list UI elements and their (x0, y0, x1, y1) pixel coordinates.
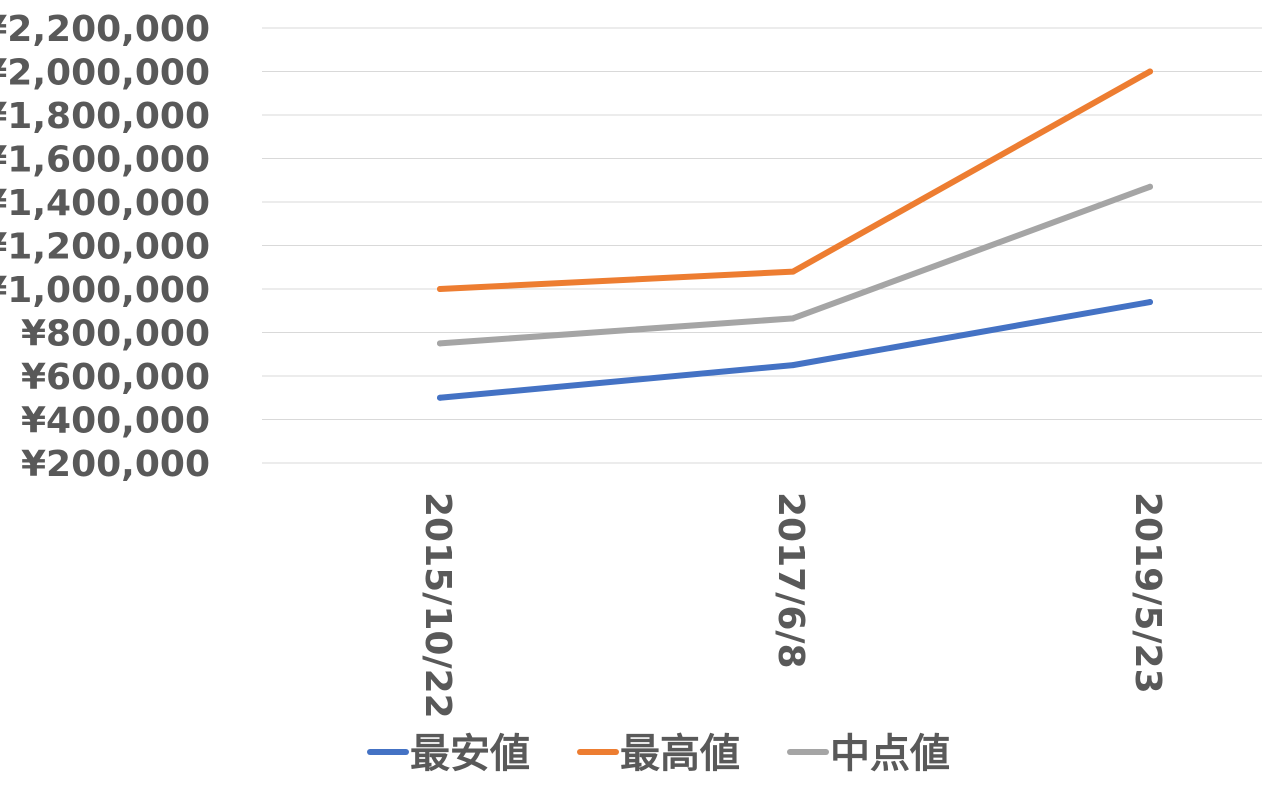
x-axis-ticks: 2015/10/22 2017/6/8 2019/5/23 (417, 492, 1168, 719)
y-tick-label: ¥400,000 (21, 401, 210, 442)
data-point (1147, 68, 1153, 75)
data-point (1147, 299, 1153, 306)
data-point (1147, 183, 1153, 190)
legend: 最安値 最高値 中点値 (367, 731, 950, 777)
data-point (790, 362, 796, 369)
y-tick-label: ¥800,000 (21, 314, 210, 355)
gridlines (262, 27, 1262, 464)
series-lines (437, 68, 1153, 401)
y-tick-label: ¥2,200,000 (0, 9, 210, 50)
y-tick-label: ¥1,000,000 (0, 270, 210, 311)
data-point (790, 268, 796, 275)
x-tick-label: 2017/6/8 (770, 492, 811, 669)
legend-label: 最安値 (410, 731, 530, 777)
series-line (437, 68, 1153, 292)
y-tick-label: ¥200,000 (21, 444, 210, 485)
y-tick-label: ¥2,000,000 (0, 53, 210, 94)
y-tick-label: ¥1,400,000 (0, 183, 210, 224)
y-tick-label: ¥1,600,000 (0, 140, 210, 181)
y-tick-label: ¥1,800,000 (0, 96, 210, 137)
legend-label: 中点値 (830, 731, 950, 777)
x-tick-label: 2019/5/23 (1127, 492, 1168, 694)
y-tick-label: ¥1,200,000 (0, 227, 210, 268)
x-tick-label: 2015/10/22 (417, 492, 458, 719)
y-tick-label: ¥600,000 (21, 357, 210, 398)
data-point (437, 340, 443, 347)
legend-label: 最高値 (620, 731, 740, 777)
data-point (437, 286, 443, 292)
y-axis-ticks: ¥200,000¥400,000¥600,000¥800,000¥1,000,0… (0, 9, 210, 485)
data-point (790, 315, 796, 322)
data-point (437, 394, 443, 401)
